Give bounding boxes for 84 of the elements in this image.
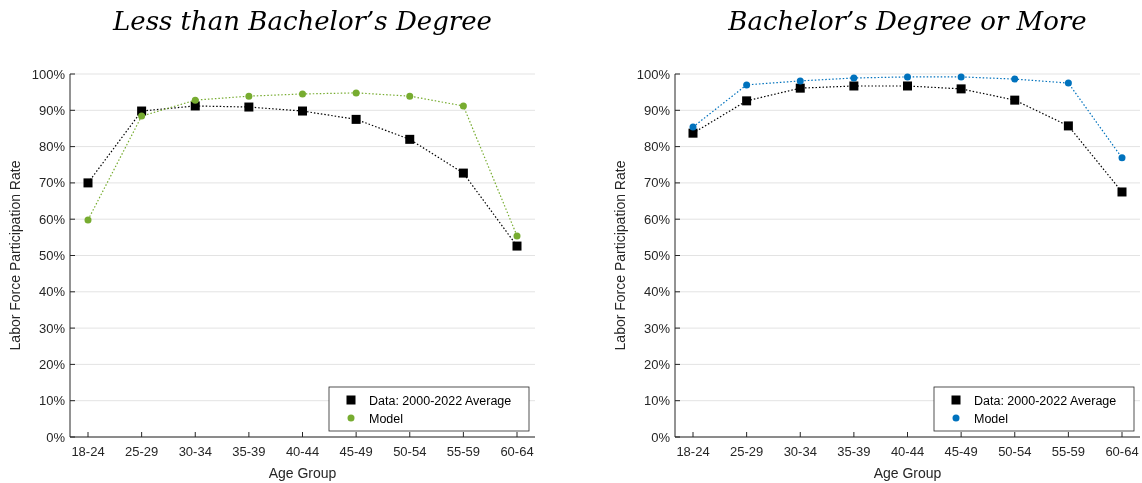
x-tick-label: 40-44 (285, 444, 320, 459)
y-tick-label: 90% (643, 102, 671, 118)
y-tick-label: 60% (38, 211, 66, 227)
point (956, 84, 966, 94)
point (84, 216, 92, 224)
point (796, 77, 804, 85)
y-axis-title: Labor Force Participation Rate (7, 160, 23, 351)
point (1117, 187, 1127, 197)
point (688, 128, 698, 138)
point (903, 81, 912, 91)
point (458, 168, 468, 178)
x-tick-label: 60-64 (1105, 444, 1139, 459)
point (850, 74, 858, 82)
x-tick-label: 50-54 (393, 444, 427, 459)
point (244, 102, 254, 112)
point (512, 241, 522, 251)
x-tick-label: 45-49 (339, 444, 373, 459)
point (351, 114, 361, 124)
x-tick-label: 25-29 (125, 444, 159, 459)
point (957, 73, 965, 81)
y-tick-label: 10% (38, 393, 66, 409)
y-tick-label: 50% (38, 248, 66, 263)
y-axis-title: Labor Force Participation Rate (612, 160, 628, 351)
legend-label: Model (369, 411, 404, 426)
x-axis-title: Age Group (268, 465, 337, 481)
point (405, 134, 415, 144)
point (849, 81, 859, 91)
x-tick-label: 35-39 (232, 444, 266, 459)
point (298, 106, 307, 116)
chart-title: Bachelor’s Degree or More (727, 6, 1087, 36)
point (245, 92, 253, 100)
x-tick-label: 60-64 (500, 444, 534, 459)
x-tick-label: 25-29 (730, 444, 764, 459)
x-axis-title: Age Group (873, 465, 942, 481)
point (191, 96, 199, 104)
y-tick-label: 50% (643, 248, 671, 263)
point (299, 90, 306, 98)
x-tick-label: 35-39 (837, 444, 871, 459)
y-tick-label: 0% (651, 429, 671, 445)
y-tick-label: 40% (643, 284, 671, 300)
x-tick-label: 55-59 (446, 444, 480, 459)
x-tick-label: 30-34 (783, 444, 817, 459)
x-tick-label: 50-54 (998, 444, 1032, 459)
point (742, 96, 752, 106)
y-tick-label: 70% (38, 175, 66, 191)
y-tick-label: 0% (46, 429, 66, 445)
point (1064, 79, 1072, 87)
x-tick-label: 18-24 (71, 444, 105, 459)
point (795, 83, 805, 93)
y-tick-label: 20% (643, 356, 671, 372)
y-tick-label: 80% (38, 139, 66, 155)
point (1118, 154, 1126, 162)
y-tick-label: 10% (643, 393, 671, 409)
y-tick-label: 70% (643, 175, 671, 191)
point (459, 102, 467, 110)
x-tick-label: 40-44 (890, 444, 925, 459)
y-tick-label: 60% (643, 211, 671, 227)
point (904, 73, 911, 81)
point (352, 89, 360, 97)
point (1011, 75, 1019, 83)
point (743, 81, 751, 89)
y-tick-label: 80% (643, 139, 671, 155)
legend-label: Data: 2000-2022 Average (974, 393, 1117, 408)
point (1063, 121, 1073, 131)
y-tick-label: 30% (38, 320, 66, 336)
x-tick-label: 18-24 (676, 444, 710, 459)
y-tick-label: 100% (636, 66, 671, 82)
y-tick-label: 30% (643, 320, 671, 336)
legend-label: Model (974, 411, 1009, 426)
legend-label: Data: 2000-2022 Average (369, 393, 512, 408)
point (513, 232, 521, 240)
x-tick-label: 45-49 (944, 444, 978, 459)
chart-title: Less than Bachelor’s Degree (112, 6, 492, 36)
point (1010, 95, 1020, 105)
point (138, 112, 146, 120)
x-tick-label: 30-34 (178, 444, 212, 459)
y-tick-label: 20% (38, 356, 66, 372)
point (689, 123, 697, 131)
y-tick-label: 90% (38, 102, 66, 118)
y-tick-label: 100% (31, 66, 66, 82)
x-tick-label: 55-59 (1051, 444, 1085, 459)
point (83, 178, 93, 188)
point (406, 92, 414, 100)
y-tick-label: 40% (38, 284, 66, 300)
